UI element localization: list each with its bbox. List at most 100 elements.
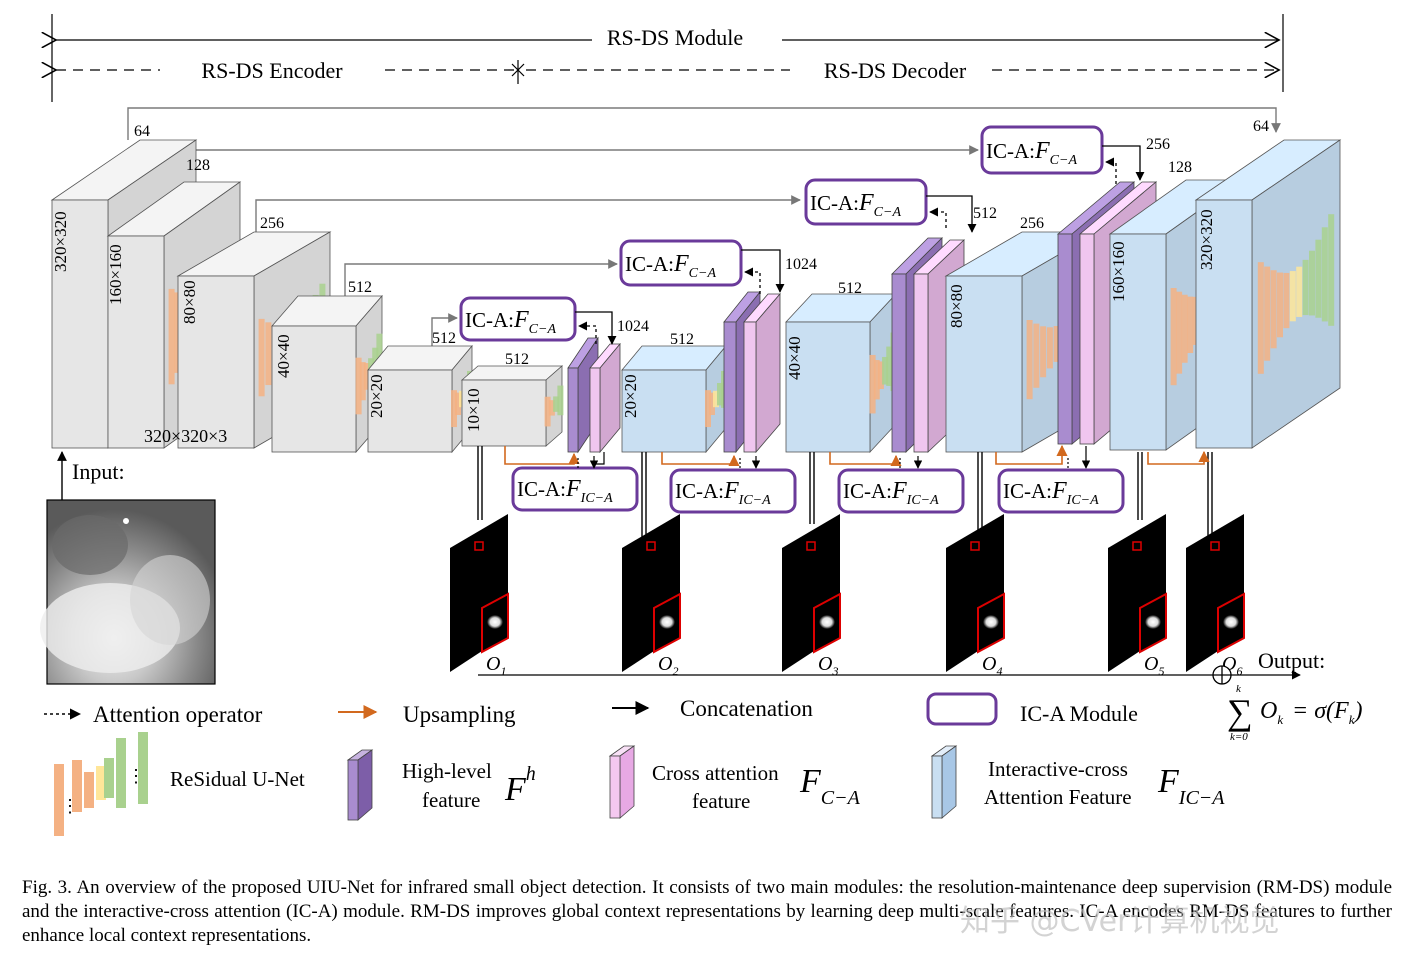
svg-text:IC-A:FC−A: IC-A:FC−A (465, 307, 556, 337)
input-image (40, 451, 216, 685)
enc1-channels: 64 (134, 123, 150, 140)
figure-caption: Fig. 3. An overview of the proposed UIU-… (22, 877, 1392, 946)
output-map: O2 (622, 514, 681, 678)
encoder-block-6 (460, 365, 564, 447)
decoder-block-5 (1194, 139, 1342, 449)
dec2-size: 40×40 (785, 336, 804, 380)
ica-feature-icon (930, 745, 958, 819)
svg-text:IC-A:FC−A: IC-A:FC−A (625, 251, 716, 281)
output-baseline (478, 665, 1301, 685)
ica-top-box: IC-A:FC−A (619, 239, 743, 287)
upsampling-arrows (504, 444, 1210, 467)
legend-high-level-line1: High-level (402, 759, 492, 783)
svg-text:k=0: k=0 (1230, 731, 1248, 743)
svg-text:IC-A:FIC−A: IC-A:FIC−A (1003, 478, 1099, 508)
feature-blocks (50, 139, 1342, 548)
dec2-concat: 1024 (785, 256, 817, 273)
enc2-size: 160×160 (106, 244, 125, 305)
svg-text:IC-A:FIC−A: IC-A:FIC−A (843, 478, 939, 508)
legend: Attention operator Upsampling Concatenat… (44, 692, 1225, 836)
decoder-title: RS-DS Decoder (824, 58, 967, 83)
enc6-channels: 512 (505, 351, 529, 368)
output-label: Output: (1258, 648, 1325, 673)
legend-icaf-line2: Attention Feature (984, 785, 1132, 809)
ica-top-boxes: IC-A:FC−A IC-A:FC−A IC-A:FC−A IC-A:FC−A (459, 125, 1104, 342)
output-map: O4 (946, 514, 1005, 678)
enc4-channels: 512 (348, 279, 372, 296)
ica-top-box: IC-A:FC−A (459, 296, 577, 342)
svg-text:IC-A:FC−A: IC-A:FC−A (810, 190, 901, 220)
output-map: O3 (782, 514, 841, 678)
rsu-icon: ⋮ ⋮ (54, 732, 148, 836)
dec1-channels: 512 (670, 331, 694, 348)
encoder-block-5 (367, 344, 473, 454)
cross-attention-feature-icon (608, 745, 636, 819)
legend-upsampling: Upsampling (403, 702, 516, 727)
legend-ica-module: IC-A Module (1020, 701, 1138, 726)
svg-text:IC-A:FIC−A: IC-A:FIC−A (517, 476, 613, 506)
dec4-channels: 128 (1168, 159, 1192, 176)
enc3-size: 80×80 (180, 280, 199, 324)
legend-cross-symbol: FC−A (799, 763, 861, 809)
ica-top-box: IC-A:FC−A (980, 125, 1104, 175)
dec1-size: 20×20 (621, 374, 640, 418)
legend-high-level-symbol: Fh (504, 763, 536, 808)
svg-text:Ok: Ok (1260, 698, 1283, 727)
enc5-size: 20×20 (367, 374, 386, 418)
ica-top-connectors (575, 145, 1145, 345)
encoder-block-4 (271, 294, 383, 454)
output-label-text: O2 (658, 653, 678, 678)
enc5-channels: 512 (432, 330, 456, 347)
ica-bottom-box: IC-A:FIC−A (997, 468, 1125, 514)
legend-cross-line1: Cross attention (652, 761, 779, 785)
enc2-channels: 128 (186, 157, 210, 174)
enc4-size: 40×40 (274, 334, 293, 378)
ica-bottom-boxes: IC-A:FIC−A IC-A:FIC−A IC-A:FIC−A IC-A:FI… (511, 466, 1125, 514)
svg-text:∑: ∑ (1227, 692, 1253, 732)
attention-hooks (577, 446, 1091, 469)
output-map: O5 (1108, 514, 1167, 678)
high-level-feature-icon (346, 749, 374, 821)
output-maps: O1 O2 O3 O4 O5 O6 (450, 514, 1245, 678)
legend-high-level-line2: feature (422, 788, 480, 812)
legend-rsu: ReSidual U-Net (170, 767, 305, 791)
dec4-size: 160×160 (1109, 241, 1128, 302)
ica-module-icon (926, 692, 998, 726)
input-label: Input: (72, 459, 125, 484)
dec5-channels: 64 (1253, 118, 1269, 135)
output-label-text: O3 (818, 653, 838, 678)
output-formula: k ∑ k=0 Ok = σ(Fk) (1227, 683, 1362, 743)
svg-text:k: k (1236, 683, 1242, 695)
input-size: 320×320×3 (144, 426, 227, 446)
svg-text:IC-A:FC−A: IC-A:FC−A (986, 138, 1077, 168)
output-map: O1 (450, 514, 509, 678)
output-label-text: O5 (1144, 653, 1164, 678)
legend-concatenation: Concatenation (680, 696, 813, 721)
dec5-size: 320×320 (1197, 209, 1216, 270)
enc6-size: 10×10 (464, 388, 483, 432)
ica-bottom-box: IC-A:FIC−A (837, 468, 965, 514)
svg-text:⋮: ⋮ (127, 766, 145, 786)
dec3-channels: 256 (1020, 215, 1044, 232)
dec3-concat: 512 (973, 205, 997, 222)
legend-cross-line2: feature (692, 789, 750, 813)
cross-attention-feature (743, 292, 781, 454)
header-brackets (52, 14, 1284, 102)
module-title: RS-DS Module (607, 25, 743, 50)
legend-icaf-symbol: FIC−A (1157, 763, 1225, 809)
ica-bottom-box: IC-A:FIC−A (669, 468, 797, 514)
enc1-size: 320×320 (51, 211, 70, 272)
output-map: O6 (1186, 514, 1245, 678)
cross-attention-feature (589, 342, 621, 454)
output-label-text: O1 (486, 653, 506, 678)
legend-icaf-line1: Interactive-cross (988, 757, 1128, 781)
ica-bottom-box: IC-A:FIC−A (511, 466, 639, 512)
output-label-text: O4 (982, 653, 1002, 678)
watermark: 知乎 @CVer计算机视觉 (960, 904, 1280, 939)
dec1-concat: 1024 (617, 318, 649, 335)
encoder-title: RS-DS Encoder (201, 58, 343, 83)
ica-top-box: IC-A:FC−A (804, 178, 928, 226)
legend-attention: Attention operator (93, 702, 263, 727)
svg-text:⋮: ⋮ (61, 796, 79, 816)
